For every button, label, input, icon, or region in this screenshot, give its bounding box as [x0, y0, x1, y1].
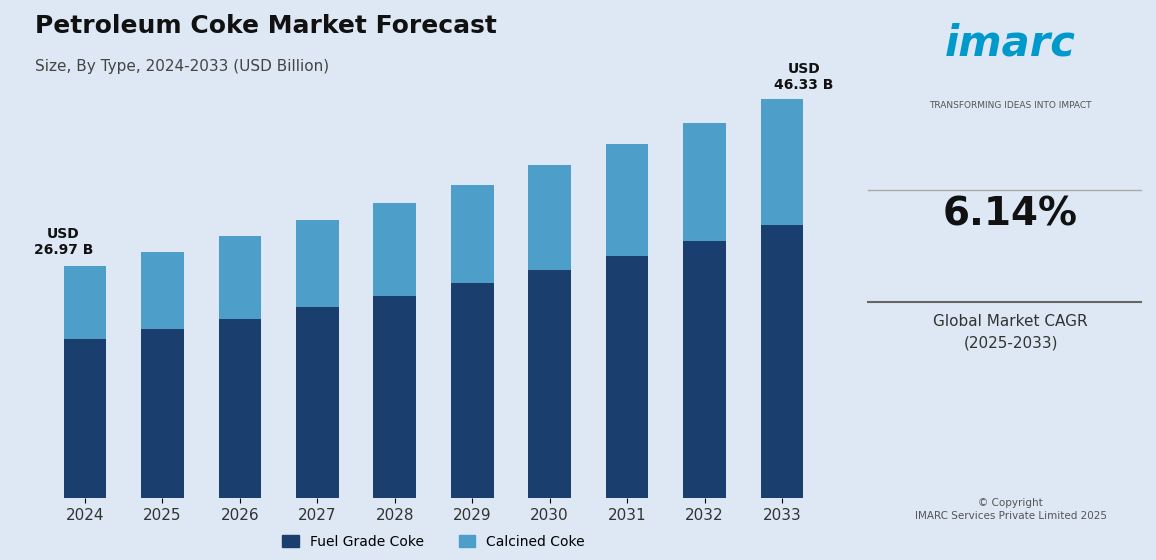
Legend: Fuel Grade Coke, Calcined Coke: Fuel Grade Coke, Calcined Coke [276, 529, 591, 554]
Bar [296, 307, 339, 498]
Text: TRANSFORMING IDEAS INTO IMPACT: TRANSFORMING IDEAS INTO IMPACT [929, 101, 1092, 110]
Bar [606, 144, 649, 255]
Text: USD
26.97 B: USD 26.97 B [34, 227, 92, 258]
Bar [528, 165, 571, 270]
Bar [296, 220, 339, 307]
Bar [141, 329, 184, 498]
Bar [373, 203, 416, 296]
Bar [761, 99, 803, 225]
Text: 6.14%: 6.14% [943, 196, 1079, 234]
Bar [64, 266, 106, 339]
Bar [218, 319, 261, 498]
Bar [64, 339, 106, 498]
Text: Petroleum Coke Market Forecast: Petroleum Coke Market Forecast [35, 14, 497, 38]
Text: USD
46.33 B: USD 46.33 B [775, 62, 833, 92]
Text: © Copyright
IMARC Services Private Limited 2025: © Copyright IMARC Services Private Limit… [914, 498, 1106, 521]
Bar [683, 123, 726, 241]
Text: Size, By Type, 2024-2033 (USD Billion): Size, By Type, 2024-2033 (USD Billion) [35, 59, 328, 74]
Bar [683, 241, 726, 498]
Bar [373, 296, 416, 498]
Bar [141, 251, 184, 329]
Bar [761, 225, 803, 498]
Bar [451, 283, 494, 498]
Bar [218, 236, 261, 319]
Text: imarc: imarc [946, 22, 1076, 64]
Bar [606, 255, 649, 498]
Text: Global Market CAGR
(2025-2033): Global Market CAGR (2025-2033) [933, 314, 1088, 351]
Bar [528, 270, 571, 498]
Bar [451, 185, 494, 283]
